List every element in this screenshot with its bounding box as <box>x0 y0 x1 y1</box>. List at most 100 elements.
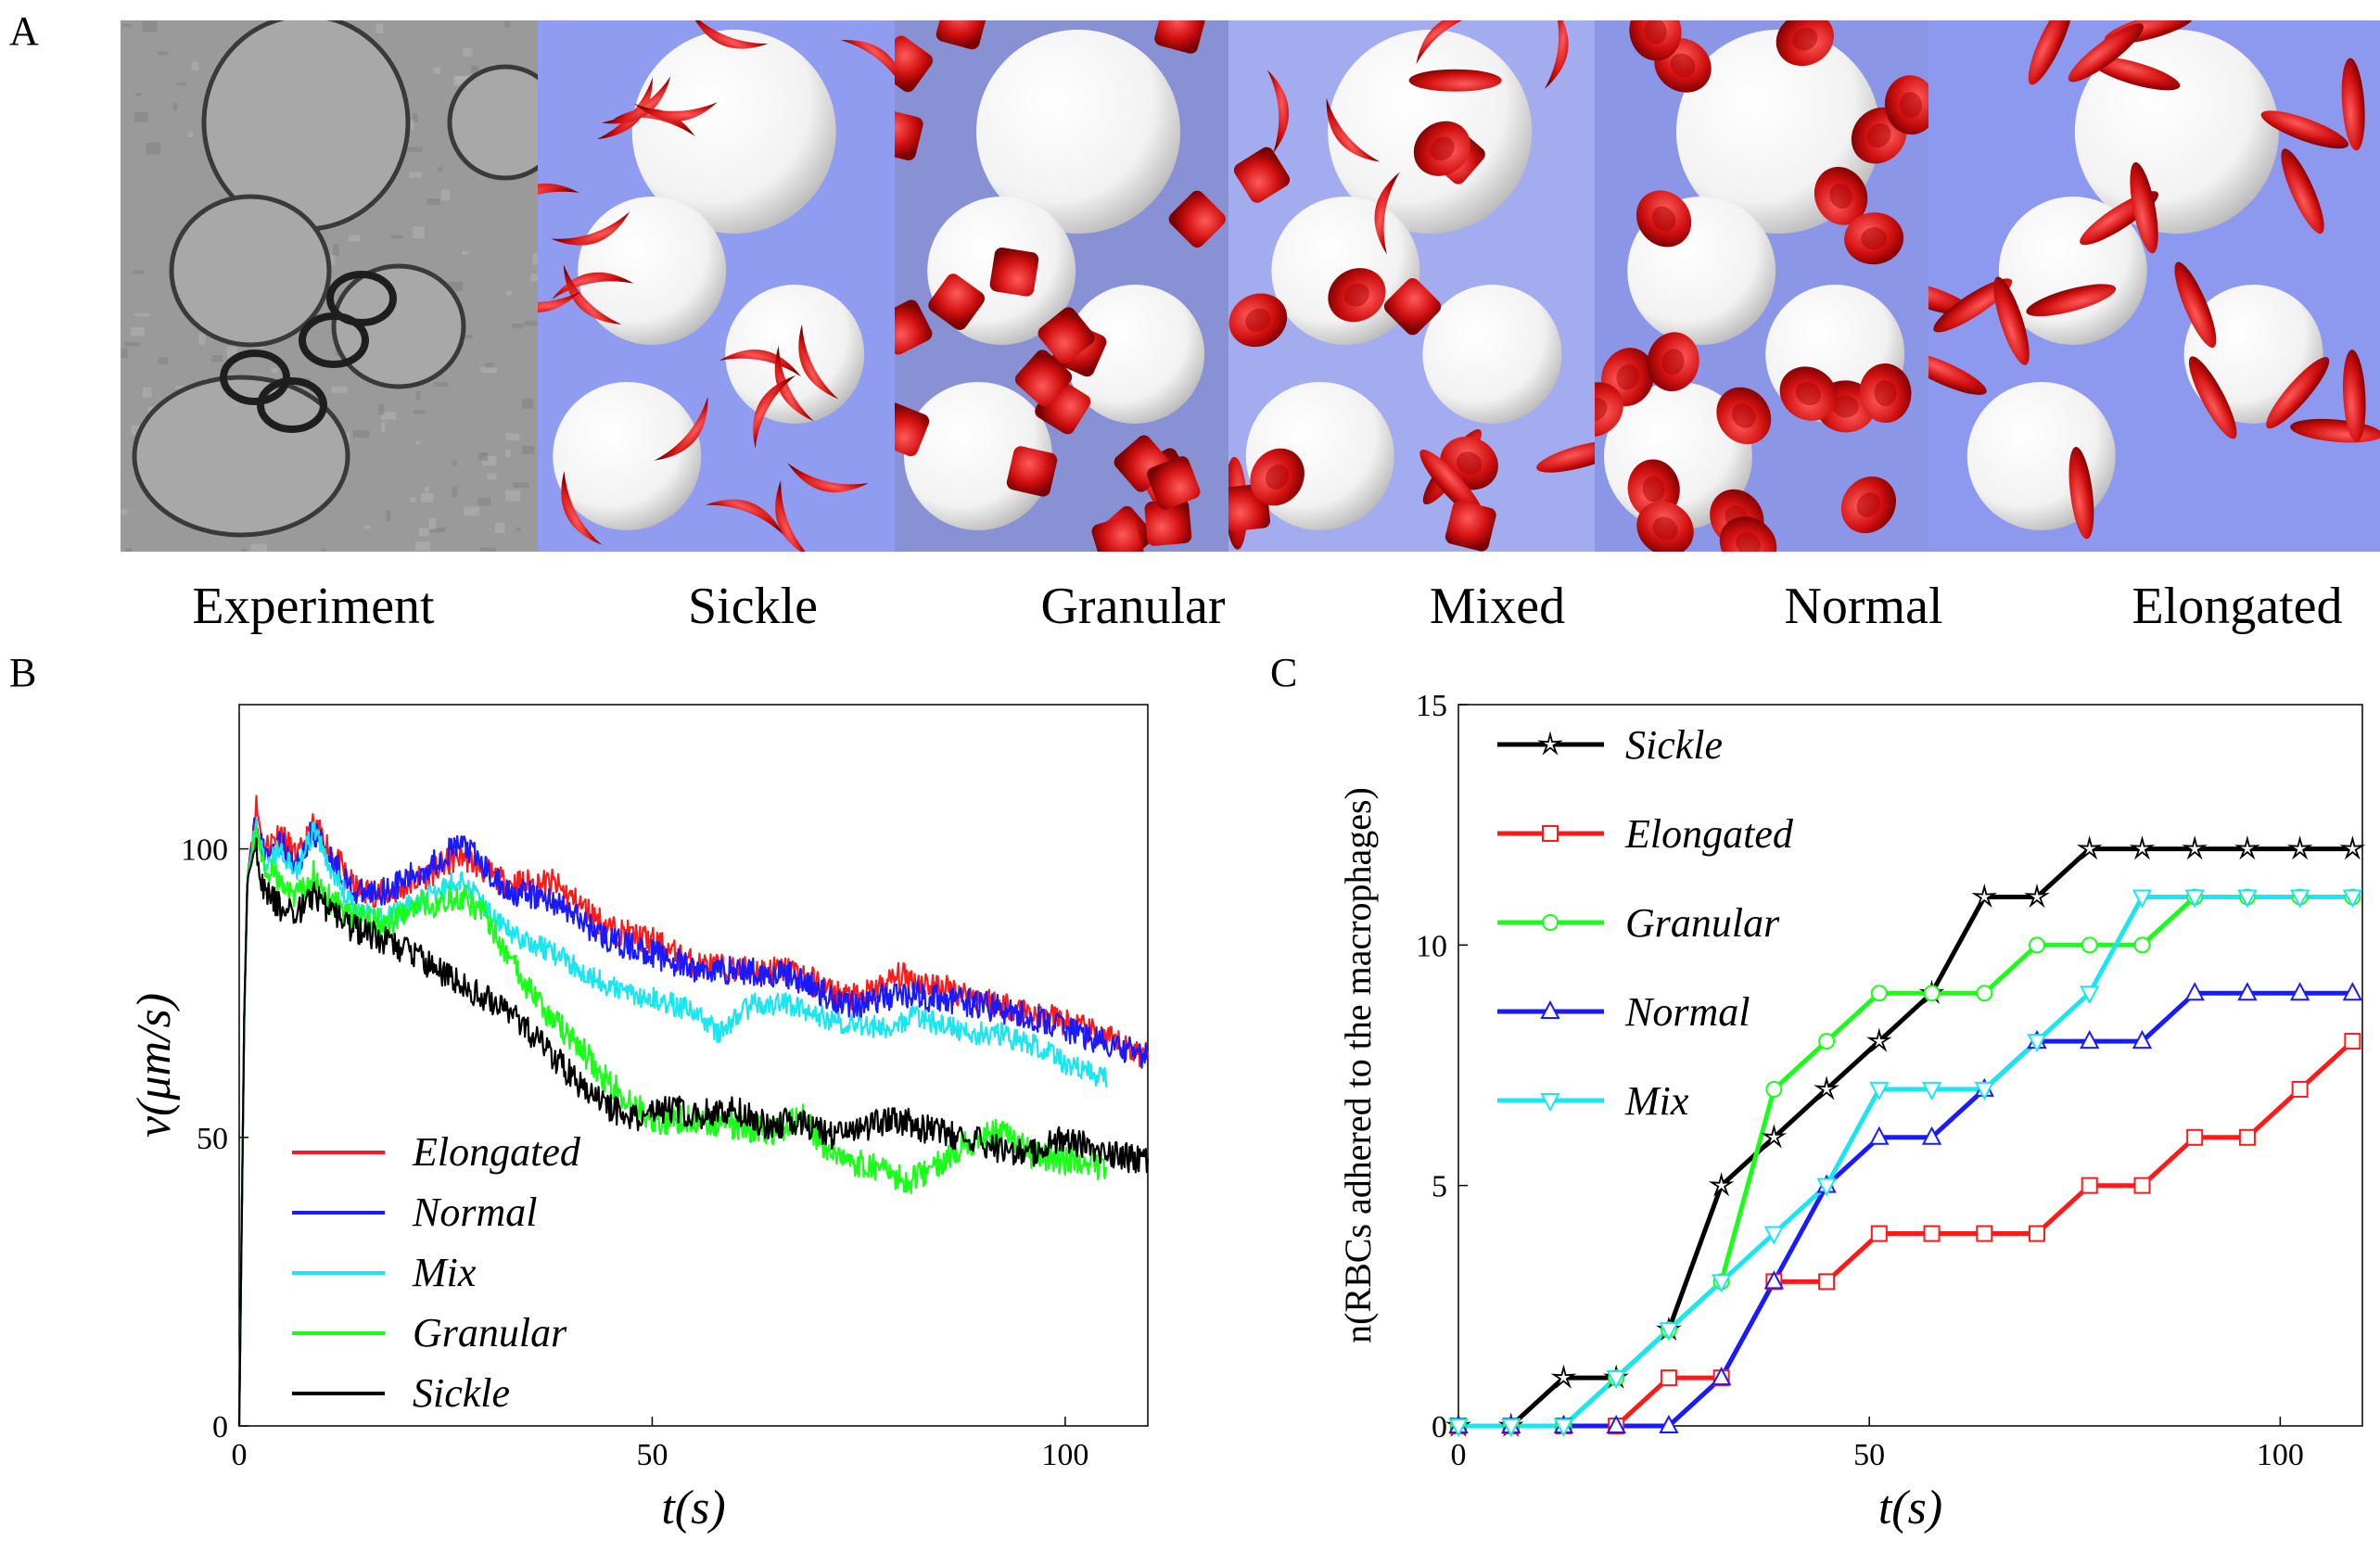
panel-a-letter: A <box>9 8 39 54</box>
texture-speck <box>130 326 145 337</box>
texture-speck <box>414 541 430 551</box>
normal-rbc-dimple <box>1832 395 1859 418</box>
y-axis-label: n(RBCs adhered to the macrophages) <box>1337 787 1379 1343</box>
series-line-normal <box>237 817 1150 1427</box>
granular-rbc <box>1147 456 1201 510</box>
sickle-rbc <box>705 499 783 535</box>
texture-speck <box>440 189 451 201</box>
legend-marker-normal <box>1540 999 1560 1019</box>
texture-speck <box>428 517 437 530</box>
granular-rbc <box>1091 515 1144 552</box>
image-panel-mixed <box>1228 20 1595 552</box>
normal-rbc-dimple <box>1651 206 1676 232</box>
elongated-rbc <box>1408 69 1502 92</box>
legend-label-normal: Normal <box>1624 989 1750 1035</box>
data-point-elongated <box>2133 1177 2151 1194</box>
texture-speck <box>381 422 386 433</box>
legend-label-granular: Granular <box>413 1310 567 1355</box>
texture-speck <box>134 111 148 122</box>
normal-rbc-dimple <box>1652 516 1678 541</box>
y-axis-label: v(μm/s) <box>128 993 181 1138</box>
granular-rbc <box>935 20 987 50</box>
series-line-mix <box>1458 895 2353 1429</box>
experiment-cell <box>331 263 466 389</box>
normal-rbc-dimple <box>1266 464 1290 490</box>
texture-speck <box>131 425 143 435</box>
texture-speck <box>420 492 434 503</box>
panel-b-letter: B <box>9 650 37 695</box>
texture-speck <box>504 20 511 28</box>
y-tick-label: 15 <box>1416 689 1447 723</box>
data-point-granular <box>1818 1033 1836 1050</box>
data-point-mix <box>1763 1226 1785 1245</box>
granular-rbc <box>1144 499 1192 546</box>
texture-speck <box>121 348 128 358</box>
data-point-sickle <box>2234 835 2260 860</box>
macrophage-sphere <box>553 382 702 530</box>
data-point-sickle <box>1761 1124 1788 1149</box>
legend-marker-sickle <box>1537 731 1563 756</box>
data-point-mix <box>2132 889 2153 909</box>
texture-speck <box>440 527 446 532</box>
texture-speck <box>477 497 491 506</box>
normal-rbc-dimple <box>1874 380 1897 407</box>
legend-label-granular: Granular <box>1625 900 1780 946</box>
texture-speck <box>532 253 538 265</box>
normal-rbc-dimple <box>1732 403 1756 428</box>
granular-rbc <box>895 299 933 355</box>
sickle-rbc <box>798 324 839 400</box>
data-point-elongated <box>2344 1033 2361 1050</box>
data-point-mix <box>1921 1081 1942 1101</box>
texture-speck <box>504 490 521 502</box>
y-tick-label: 0 <box>1432 1410 1447 1444</box>
image-panel-experiment <box>121 20 538 552</box>
data-point-mix <box>2342 889 2363 909</box>
texture-speck <box>271 367 279 374</box>
texture-speck <box>428 528 443 533</box>
texture-speck <box>226 346 238 359</box>
image-panel-elongated <box>1928 20 2380 552</box>
data-point-sickle <box>2339 835 2366 860</box>
data-point-elongated <box>2081 1177 2098 1194</box>
normal-rbc-dimple <box>1456 452 1483 476</box>
normal-rbc-dimple <box>1245 308 1271 332</box>
legend-label-normal: Normal <box>412 1190 537 1235</box>
normal-rbc-dimple <box>1861 227 1888 250</box>
texture-speck <box>241 549 247 552</box>
texture-speck <box>409 172 423 178</box>
texture-speck <box>487 473 497 480</box>
data-point-normal <box>1763 1270 1785 1290</box>
elongated-rbc <box>2260 110 2349 149</box>
texture-speck <box>142 20 158 32</box>
data-point-mix <box>1659 1322 1679 1342</box>
texture-speck <box>464 506 480 516</box>
elongated-rbc <box>2026 284 2117 317</box>
texture-speck <box>414 410 426 414</box>
series-line-sickle <box>1458 846 2353 1429</box>
texture-speck <box>321 548 326 552</box>
elongated-rbc <box>2266 357 2330 429</box>
texture-speck <box>512 324 524 329</box>
normal-rbc-dimple <box>1616 363 1639 390</box>
experiment-rbc <box>299 312 369 368</box>
granular-rbc <box>895 109 923 161</box>
sickle-rbc <box>538 183 579 213</box>
texture-speck <box>452 486 458 498</box>
macrophage-sphere <box>904 382 1052 530</box>
data-point-elongated <box>1818 1273 1836 1291</box>
data-point-normal <box>1659 1414 1679 1433</box>
texture-speck <box>378 403 385 415</box>
elongated-rbc <box>2188 356 2237 439</box>
experiment-cell <box>132 375 350 538</box>
texture-speck <box>530 274 538 282</box>
elongated-rbc <box>2281 148 2324 235</box>
texture-speck <box>125 548 133 552</box>
series-line-granular <box>1458 895 2353 1429</box>
data-point-normal <box>2237 982 2258 1001</box>
elongated-rbc <box>2090 57 2181 91</box>
elongated-rbc <box>2343 350 2366 443</box>
sickle-rbc <box>654 396 708 461</box>
granular-rbc <box>1006 446 1058 497</box>
granular-rbc <box>895 35 934 93</box>
x-tick-label: 100 <box>2257 1438 2304 1472</box>
